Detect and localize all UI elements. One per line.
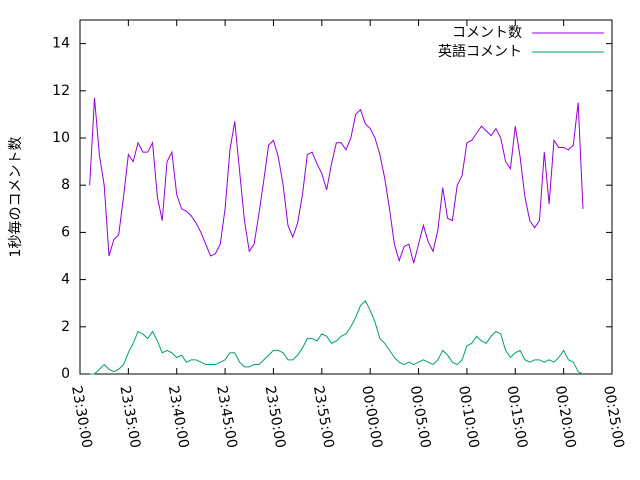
y-tick-label: 0 [61,366,70,382]
plot-border [79,19,613,375]
y-axis-label: 1秒毎のコメント数 [8,137,24,258]
y-tick-label: 2 [61,319,70,335]
y-tick-label: 4 [61,272,70,288]
y-tick-label: 6 [61,224,70,240]
data-line [89,97,584,264]
legend-label: コメント数 [452,25,522,41]
y-tick-label: 12 [52,83,70,99]
data-line [89,300,584,375]
y-tick-label: 14 [52,36,70,52]
y-tick-label: 8 [61,177,70,193]
legend-label: 英語コメント [438,43,522,60]
y-tick-label: 10 [52,130,70,146]
